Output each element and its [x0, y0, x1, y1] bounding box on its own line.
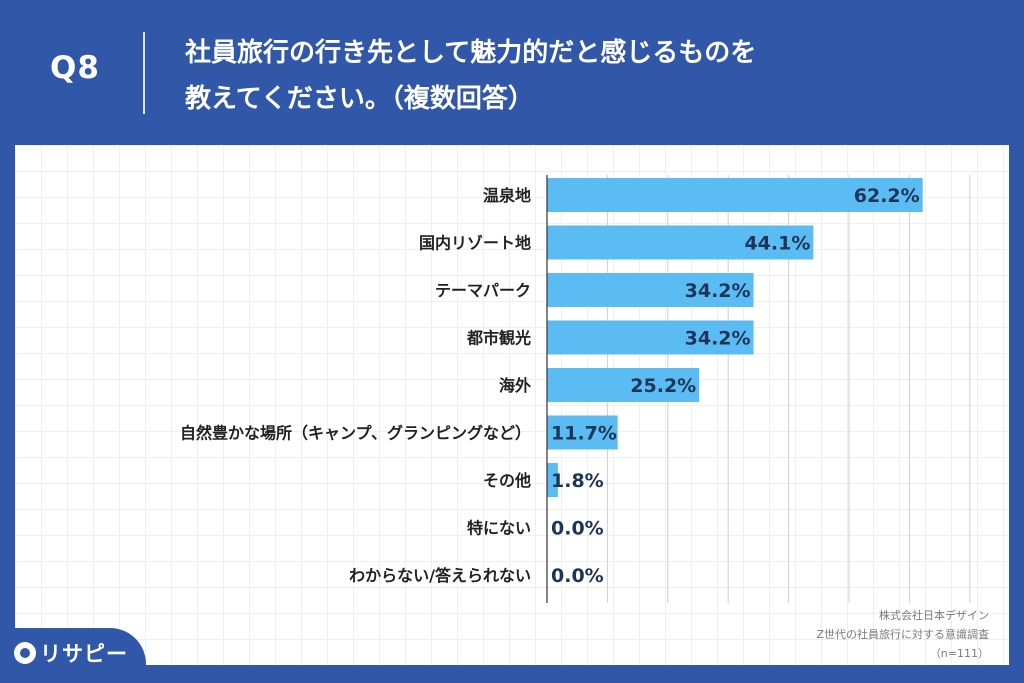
question-header: Q8 社員旅行の行き先として魅力的だと感じるものを 教えてください。（複数回答） — [0, 0, 1024, 145]
category-label: わからない/答えられない — [349, 566, 531, 585]
category-label: 特にない — [467, 519, 531, 538]
bar — [547, 225, 814, 260]
value-label: 11.7% — [551, 423, 617, 445]
brand-logo-text: リサピー — [40, 642, 128, 666]
header-divider — [143, 32, 145, 114]
bar — [547, 368, 700, 402]
category-label: テーマパーク — [435, 281, 531, 300]
bar — [547, 415, 618, 450]
value-label: 44.1% — [744, 233, 810, 255]
question-line-1: 社員旅行の行き先として魅力的だと感じるものを — [185, 38, 757, 68]
bar — [547, 463, 558, 497]
brand-tab: リサピー — [0, 628, 146, 683]
brand-logo[interactable]: リサピー — [14, 638, 128, 668]
category-label: その他 — [483, 471, 531, 490]
category-label: 国内リゾート地 — [419, 234, 531, 253]
value-label: 34.2% — [685, 328, 751, 350]
bar — [547, 320, 754, 355]
category-label: 温泉地 — [482, 186, 531, 205]
location-pin-icon — [14, 642, 36, 664]
value-label: 0.0% — [551, 565, 604, 587]
source-survey: Z世代の社員旅行に対する意識調査 — [816, 628, 989, 641]
value-label: 1.8% — [551, 470, 604, 492]
question-number: Q8 — [50, 50, 100, 86]
value-label: 34.2% — [685, 280, 751, 302]
value-label: 25.2% — [630, 375, 696, 397]
source-company: 株式会社日本デザイン — [879, 609, 989, 622]
question-text: 社員旅行の行き先として魅力的だと感じるものを 教えてください。（複数回答） — [185, 30, 985, 122]
category-label: 海外 — [499, 376, 531, 395]
chart-card: 温泉地 62.2% 国内リゾート地 44.1% テーマパーク 34.2% 都市観光 34.2%… — [15, 145, 1009, 665]
bar-chart: 温泉地 62.2% 国内リゾート地 44.1% テーマパーク 34.2% 都市観光 34.2%… — [180, 175, 971, 603]
bar — [547, 273, 754, 307]
source-sample: （n=111） — [929, 647, 989, 660]
category-label: 都市観光 — [466, 329, 531, 348]
bar — [547, 178, 923, 212]
value-label: 0.0% — [551, 518, 604, 540]
value-label: 62.2% — [854, 185, 920, 207]
question-line-2: 教えてください。（複数回答） — [185, 84, 534, 114]
category-label: 自然豊かな場所（キャンプ、グランピングなど） — [180, 424, 531, 443]
